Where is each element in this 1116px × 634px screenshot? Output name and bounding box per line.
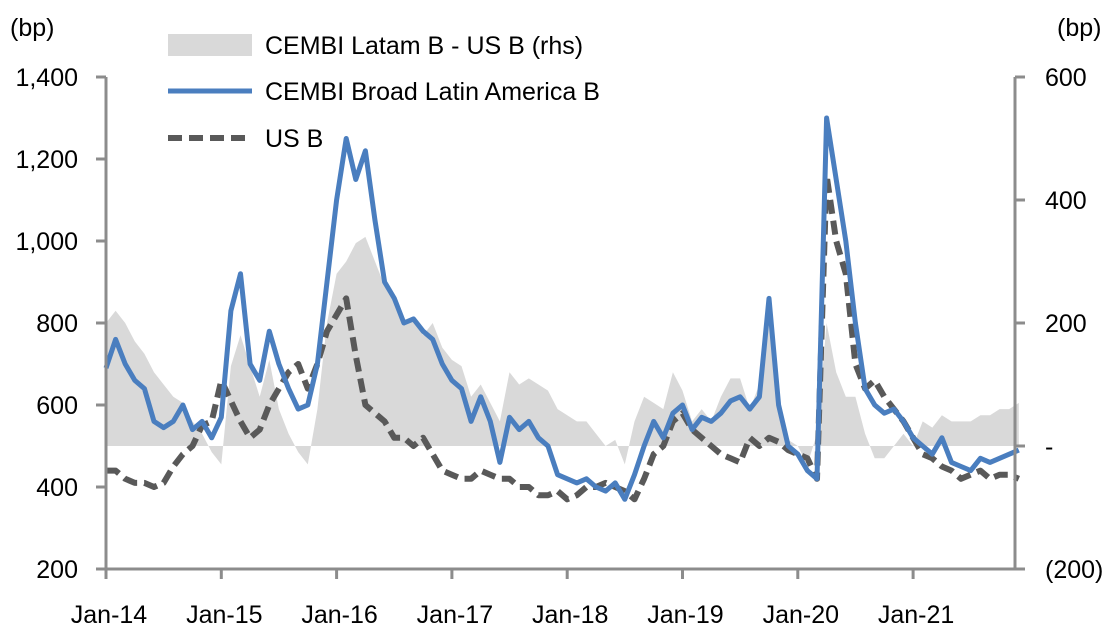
x-tick-label: Jan-17 xyxy=(417,601,493,629)
right-tick-label: (200) xyxy=(1045,556,1103,584)
spread-area-layer xyxy=(106,236,1019,465)
x-tick-label: Jan-16 xyxy=(301,601,377,629)
legend-item-spread: CEMBI Latam B - US B (rhs) xyxy=(168,32,583,60)
x-tick-label: Jan-15 xyxy=(186,601,262,629)
legend-swatch-area xyxy=(168,34,252,56)
x-tick-label: Jan-19 xyxy=(647,601,723,629)
cembi-line xyxy=(103,115,1020,502)
legend-label-cembi: CEMBI Broad Latin America B xyxy=(265,78,600,106)
legend-item-usb: US B xyxy=(168,125,323,153)
lines-layer xyxy=(103,115,1020,503)
right-tick-label: 200 xyxy=(1045,310,1087,338)
right-axis-unit-label: (bp) xyxy=(1057,14,1101,42)
x-tick-label: Jan-20 xyxy=(763,601,839,629)
left-tick-label: 200 xyxy=(36,556,78,584)
axes-layer: 200 400 600 800 1,000 1,200 1,400 (200) - 200 400 6… xyxy=(15,64,1103,629)
legend-item-cembi: CEMBI Broad Latin America B xyxy=(168,78,600,106)
left-tick-label: 800 xyxy=(36,310,78,338)
x-tick-label: Jan-21 xyxy=(878,601,954,629)
legend-label-spread: CEMBI Latam B - US B (rhs) xyxy=(265,32,583,60)
left-tick-label: 1,000 xyxy=(15,228,78,256)
left-tick-label: 600 xyxy=(36,392,78,420)
left-tick-label: 1,400 xyxy=(15,64,78,92)
legend-label-usb: US B xyxy=(265,125,323,153)
x-tick-label: Jan-18 xyxy=(532,601,608,629)
right-tick-label: - xyxy=(1045,433,1053,461)
spread-area xyxy=(106,236,1019,465)
right-tick-label: 400 xyxy=(1045,187,1087,215)
x-tick-label: Jan-14 xyxy=(71,601,148,629)
left-tick-label: 400 xyxy=(36,474,78,502)
left-tick-label: 1,200 xyxy=(15,146,78,174)
left-axis-unit-label: (bp) xyxy=(10,14,54,42)
legend: CEMBI Latam B - US B (rhs) CEMBI Broad L… xyxy=(168,32,600,153)
right-tick-label: 600 xyxy=(1045,64,1087,92)
